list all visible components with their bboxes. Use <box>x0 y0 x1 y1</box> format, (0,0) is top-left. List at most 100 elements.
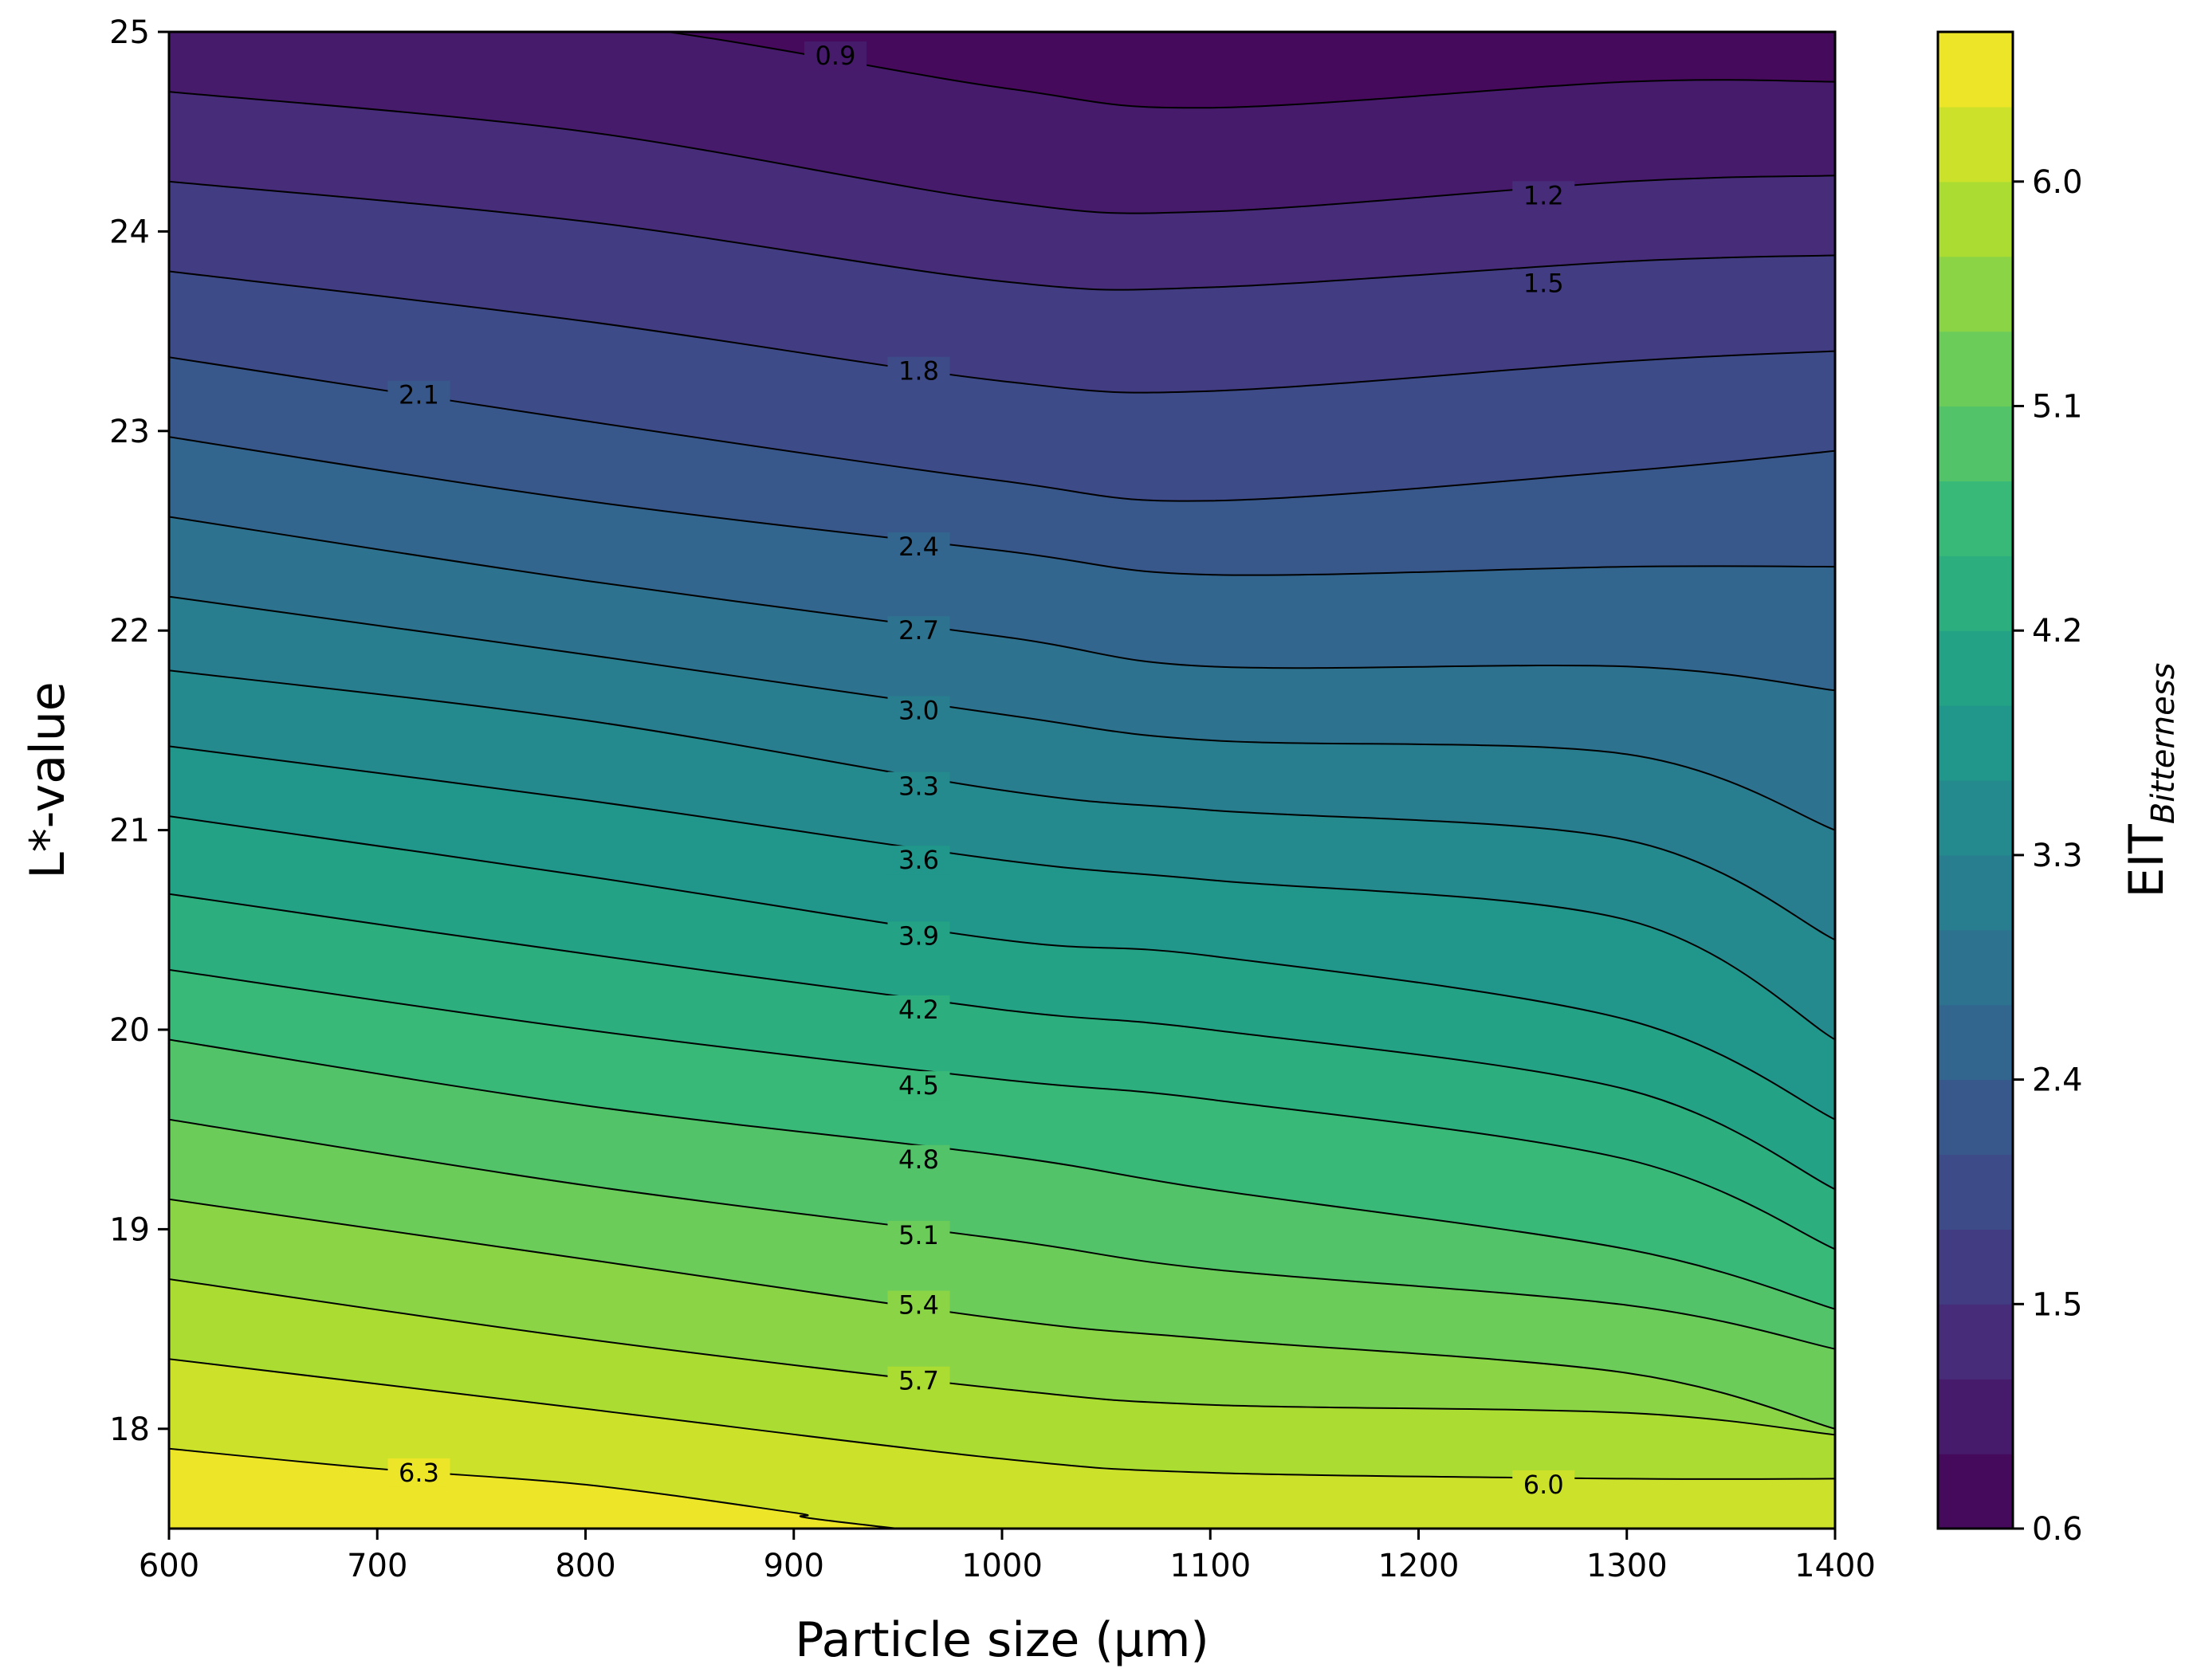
contour-line <box>169 893 1835 1191</box>
contour-label: 1.8 <box>898 356 939 387</box>
contour-line <box>169 356 1835 502</box>
contour-label: 4.5 <box>898 1070 939 1101</box>
contour-line <box>169 91 1835 214</box>
y-axis: 18 19 20 21 22 23 24 25 <box>109 14 169 1448</box>
colorbar-band <box>1938 181 2013 257</box>
x-tick-label: 600 <box>139 1548 199 1584</box>
colorbar-band <box>1938 406 2013 481</box>
y-tick-label: 24 <box>109 214 150 250</box>
contour-label-bg <box>887 921 950 951</box>
y-axis-title: L*-value <box>20 681 76 878</box>
colorbar <box>1938 32 2013 1529</box>
contour-line <box>169 815 1835 1121</box>
colorbar-tick-label: 6.0 <box>2032 164 2083 201</box>
x-axis-title: Particle size (µm) <box>795 1612 1209 1668</box>
colorbar-frame <box>1936 30 2014 1530</box>
colorbar-band <box>1938 1154 2013 1230</box>
contour-band <box>169 1448 898 1529</box>
colorbar-band <box>1938 1229 2013 1305</box>
y-tick-label: 22 <box>109 613 150 650</box>
colorbar-tick-label: 4.2 <box>2032 613 2083 650</box>
y-tick-label: 19 <box>109 1211 150 1248</box>
contour-label-bg <box>887 771 950 801</box>
contour-label-bg <box>887 356 950 386</box>
contour-label-bg <box>887 616 950 646</box>
contour-label: 6.3 <box>399 1458 439 1488</box>
colorbar-band <box>1938 1379 2013 1454</box>
contour-label: 3.9 <box>898 920 939 951</box>
contour-label-bg <box>887 532 950 562</box>
colorbar-title-main: EIT <box>2119 824 2175 898</box>
colorbar-band <box>1938 780 2013 856</box>
colorbar-ticks: 0.6 1.5 2.4 3.3 4.2 5.1 6.0 <box>2013 164 2083 1548</box>
colorbar-tick-label: 1.5 <box>2032 1286 2083 1323</box>
contour-label: 5.7 <box>898 1366 939 1396</box>
contour-label: 3.0 <box>898 695 939 725</box>
contour-label-bg <box>887 846 950 875</box>
colorbar-band <box>1938 854 2013 931</box>
contour-label-bg <box>387 380 450 410</box>
x-axis: 600 700 800 900 1000 1100 1200 1300 1400 <box>139 1529 1876 1584</box>
colorbar-band <box>1938 705 2013 781</box>
contour-label: 2.4 <box>898 532 939 562</box>
contour-line <box>169 1447 906 1529</box>
colorbar-band <box>1938 106 2013 183</box>
contour-line <box>169 669 1835 941</box>
colorbar-band <box>1938 256 2013 332</box>
contour-label-bg <box>1512 181 1575 210</box>
colorbar-title: EITBitterness <box>2119 663 2182 898</box>
colorbar-band <box>1938 331 2013 407</box>
x-tick-label: 700 <box>347 1548 407 1584</box>
colorbar-band <box>1938 32 2013 108</box>
x-tick-label: 1000 <box>961 1548 1043 1584</box>
contour-line <box>169 1358 1835 1480</box>
contour-label-bg <box>887 995 950 1024</box>
y-tick-label: 25 <box>109 14 150 51</box>
contour-label: 4.8 <box>898 1144 939 1175</box>
contour-line <box>169 745 1835 1041</box>
contour-line <box>169 1118 1835 1350</box>
contour-label-bg <box>887 1144 950 1174</box>
contour-label: 0.9 <box>815 41 856 71</box>
colorbar-band <box>1938 929 2013 1006</box>
contour-label: 1.2 <box>1523 180 1564 210</box>
contour-line <box>169 968 1835 1250</box>
x-tick-label: 900 <box>764 1548 824 1584</box>
x-tick-label: 1300 <box>1586 1548 1668 1584</box>
contour-label-bg <box>887 696 950 725</box>
contour-label-bg <box>887 1071 950 1101</box>
contour-label: 1.5 <box>1523 269 1564 299</box>
contour-label-bg <box>387 1458 450 1487</box>
y-tick-label: 18 <box>109 1411 150 1448</box>
x-tick-label: 800 <box>555 1548 615 1584</box>
colorbar-band <box>1938 1454 2013 1529</box>
contour-label-bg <box>887 1220 950 1250</box>
colorbar-tick-label: 5.1 <box>2032 389 2083 426</box>
contour-label-bg <box>887 1366 950 1395</box>
contour-lines <box>169 32 1835 1529</box>
contour-label: 4.2 <box>898 995 939 1025</box>
colorbar-title-sub: Bitterness <box>2145 663 2182 825</box>
contour-line <box>169 595 1835 831</box>
contour-fill-regions <box>169 32 1835 1529</box>
colorbar-tick-label: 0.6 <box>2032 1511 2083 1548</box>
contour-label: 5.4 <box>898 1290 939 1321</box>
contour-line <box>662 32 1835 109</box>
colorbar-band <box>1938 630 2013 706</box>
colorbar-band <box>1938 1304 2013 1380</box>
contour-labels: 0.9 1.2 1.5 1.8 2.1 2.4 2.7 3.0 3.3 3.6 3.9 4.2 4.5 4… <box>387 41 1575 1500</box>
contour-label: 3.3 <box>898 771 939 802</box>
colorbar-tick-label: 2.4 <box>2032 1062 2083 1099</box>
y-tick-label: 23 <box>109 414 150 450</box>
contour-label-bg <box>804 41 867 71</box>
y-tick-label: 20 <box>109 1012 150 1049</box>
colorbar-tick-label: 3.3 <box>2032 838 2083 874</box>
contour-label-bg <box>1512 269 1575 298</box>
contour-label-bg <box>887 1290 950 1320</box>
x-tick-label: 1400 <box>1794 1548 1876 1584</box>
contour-label: 2.7 <box>898 615 939 646</box>
contour-label: 2.1 <box>399 380 439 410</box>
contour-line <box>169 1038 1835 1310</box>
contour-line <box>169 180 1835 291</box>
